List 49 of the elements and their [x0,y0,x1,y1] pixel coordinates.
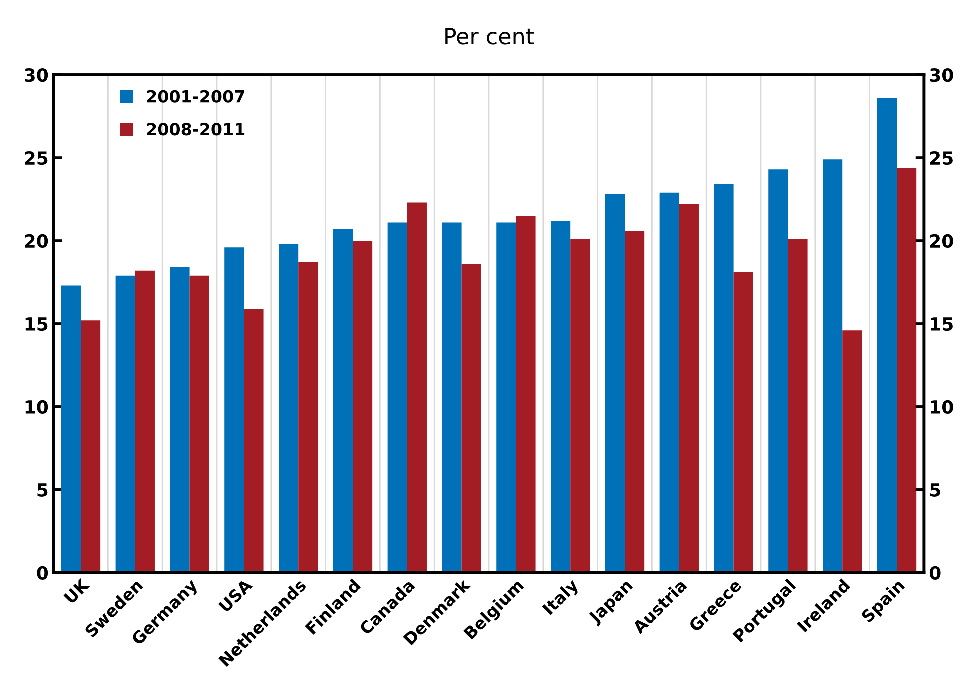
bar [462,264,482,573]
bar [768,170,788,573]
y2-tick-label: 30 [930,68,954,82]
y2-tick-label: 5 [930,484,940,498]
y-tick-label: 5 [38,484,48,498]
bar [660,192,680,573]
bar [842,330,862,573]
bar [605,194,626,573]
bar [333,229,353,573]
bar [679,204,699,573]
y-tick-label: 20 [25,234,48,248]
bar [496,222,516,573]
y-tick-label: 15 [26,318,48,332]
bar [135,270,155,573]
legend-label: 2008-2011 [147,123,245,136]
bar [788,239,808,573]
y2-tick-label: 0 [930,566,941,580]
bar [190,276,210,573]
y-tick-label: 10 [26,400,48,414]
bar [298,262,318,573]
chart-title: Per cent [446,28,534,45]
bar [823,160,843,573]
y2-tick-label: 25 [930,151,953,166]
legend-label: 2001-2007 [147,90,244,103]
y-tick-label: 0 [37,566,48,580]
y2-tick-label: 20 [930,234,954,248]
bar [442,222,462,573]
bar [170,268,190,573]
y2-tick-label: 15 [931,318,953,332]
bar [224,248,244,573]
bar [61,286,81,573]
bar [116,276,136,573]
bar [244,309,264,573]
bar [551,221,571,573]
y2-tick-label: 10 [931,400,954,414]
y-tick-label: 25 [25,151,48,166]
bar [570,239,590,573]
bar [625,231,645,573]
bar [897,168,917,573]
bar [714,184,734,573]
bar [877,98,898,573]
y-tick-label: 30 [25,68,48,82]
bar [352,240,373,573]
bar [516,216,536,573]
bar [80,320,101,573]
bar [407,202,427,573]
bar [388,222,408,573]
bar [734,272,754,573]
bar [279,244,299,573]
